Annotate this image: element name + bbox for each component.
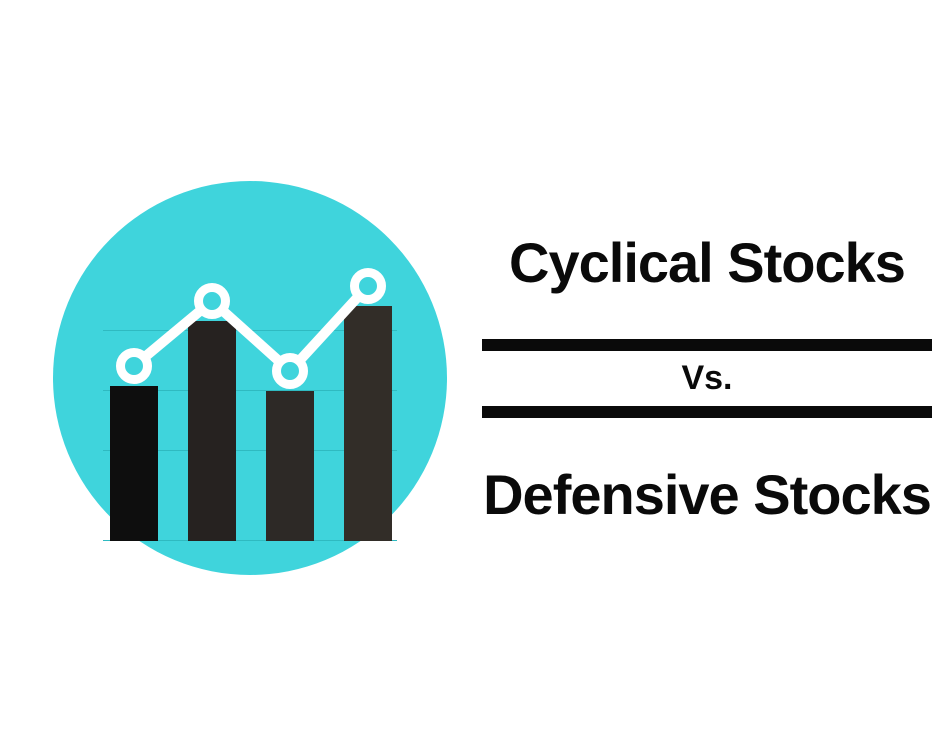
chart-marker — [116, 348, 152, 384]
chart-area — [110, 271, 390, 541]
vs-label: Vs. — [681, 359, 732, 398]
divider-bottom — [482, 406, 932, 418]
chart-icon — [53, 181, 447, 575]
chart-marker — [194, 283, 230, 319]
chart-bar — [266, 391, 314, 541]
chart-bar — [188, 321, 236, 541]
title-defensive: Defensive Stocks — [483, 462, 931, 527]
chart-marker — [350, 268, 386, 304]
chart-bar — [110, 386, 158, 541]
divider-top — [482, 339, 932, 351]
text-block: Cyclical Stocks Vs. Defensive Stocks — [482, 230, 932, 527]
chart-bar — [344, 306, 392, 541]
title-cyclical: Cyclical Stocks — [509, 230, 905, 295]
chart-marker — [272, 353, 308, 389]
